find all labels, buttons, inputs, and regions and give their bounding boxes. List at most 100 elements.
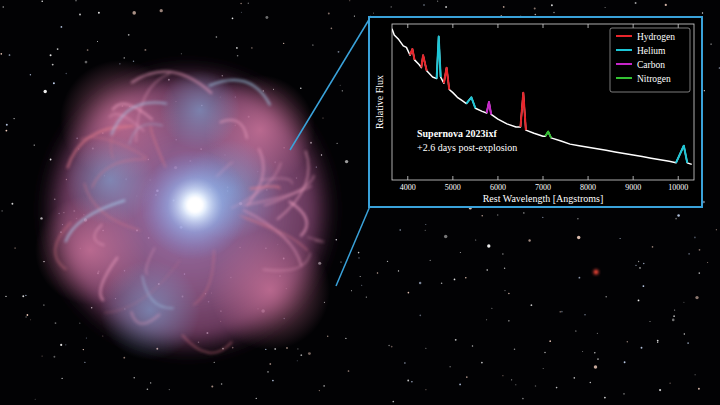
x-tick [588,176,589,180]
star [404,362,405,363]
star [597,333,598,334]
star [35,399,36,400]
star [221,383,223,385]
star [354,15,355,16]
star [283,43,284,44]
star [674,309,675,310]
star [297,348,298,349]
star [53,356,55,358]
filament [263,253,311,271]
star [710,43,712,45]
star [98,12,100,14]
star [702,12,703,13]
star [124,57,125,58]
filament [129,124,163,144]
plot-marks [392,29,692,165]
star [425,224,426,225]
star [503,6,505,8]
star [338,51,340,53]
x-tick-label: 7000 [535,183,551,192]
star [323,385,324,386]
core-star [186,196,204,214]
star [487,244,490,247]
star [695,296,698,299]
star [604,397,606,399]
star [665,4,667,6]
star [695,374,696,375]
star [544,352,545,353]
annotation: Supernova 2023ixf [417,128,497,139]
star [248,3,249,4]
star [57,48,59,50]
filament [243,217,289,244]
star [577,218,579,220]
star [236,47,238,49]
star [491,308,492,309]
star [511,379,512,380]
filament [104,260,180,312]
star [423,4,425,6]
star [87,49,89,51]
star [425,348,426,349]
star [340,85,341,86]
star [102,335,103,336]
filament [92,159,146,187]
legend-label: Nitrogen [637,74,671,84]
filament [136,73,170,142]
star [5,296,6,297]
star [55,322,57,324]
x-tick [633,176,634,180]
star [240,3,242,5]
star [475,239,476,240]
star [312,44,313,45]
connector-line [290,18,370,150]
star [425,230,426,231]
star [419,314,421,316]
star [657,342,658,343]
star [345,338,346,339]
star [6,124,8,126]
filament [261,178,292,184]
star [551,4,553,6]
star [641,347,643,349]
filament [131,311,160,323]
legend: HydrogenHeliumCarbonNitrogen [610,28,690,92]
supernova-illustration [35,60,338,360]
star [319,390,320,391]
star-field [0,0,720,402]
nebula-filaments [55,72,324,353]
star [84,362,85,363]
star [460,252,461,253]
star [549,340,551,342]
star [534,14,536,16]
star [150,382,151,383]
x-tick [497,24,498,28]
x-tick [543,24,544,28]
x-tick [407,24,408,28]
star [358,252,360,254]
star [351,290,352,291]
star [97,41,98,42]
filament [243,210,301,266]
star [623,393,625,395]
line-highlight [487,102,492,114]
star [340,261,341,262]
filament [131,72,212,94]
star [0,53,2,55]
star [575,330,577,332]
star [454,279,456,281]
star [579,277,581,279]
star [425,389,426,390]
star [472,345,473,346]
star [85,61,88,64]
star [211,386,213,388]
star [297,360,298,361]
filament [100,257,117,301]
star [61,26,63,28]
star [486,269,487,270]
star [336,239,338,241]
filament [220,120,247,139]
filament [94,224,104,245]
star [331,28,333,30]
x-tick [678,176,679,180]
